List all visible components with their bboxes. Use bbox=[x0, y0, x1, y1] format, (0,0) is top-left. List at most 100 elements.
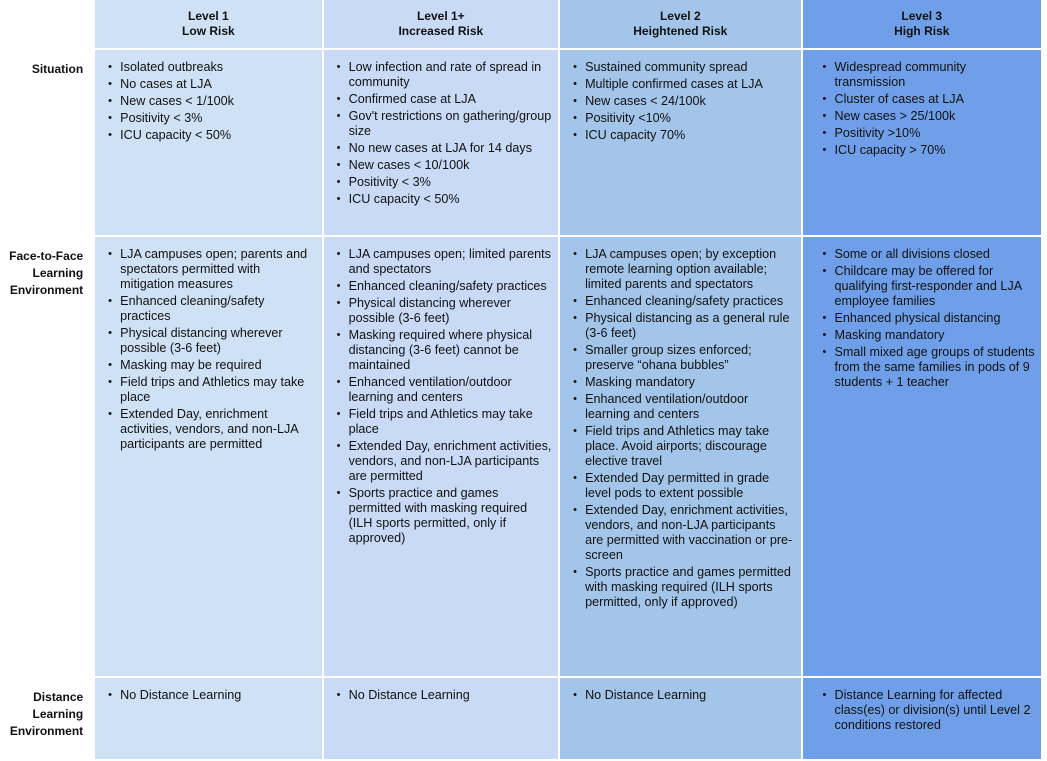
list-item: LJA campuses open; by exception remote l… bbox=[573, 247, 794, 292]
list-item: Positivity < 3% bbox=[337, 175, 552, 190]
level-name: Level 3 bbox=[901, 9, 943, 23]
table-cell: Sustained community spread Multiple confi… bbox=[560, 50, 801, 235]
table-row: Distance Learning Environment No Distance… bbox=[2, 678, 1041, 759]
list-item: ICU capacity 70% bbox=[573, 128, 794, 143]
list-item: Sports practice and games permitted with… bbox=[573, 565, 794, 610]
list-item: Enhanced ventilation/outdoor learning an… bbox=[337, 375, 552, 405]
list-item: Gov't restrictions on gathering/group si… bbox=[337, 109, 552, 139]
list-item: LJA campuses open; parents and spectator… bbox=[108, 247, 315, 292]
list-item: ICU capacity < 50% bbox=[337, 192, 552, 207]
list-item: Enhanced physical distancing bbox=[822, 311, 1035, 326]
bullet-list: Isolated outbreaks No cases at LJA New cas… bbox=[95, 50, 321, 143]
list-item: Physical distancing wherever possible (3… bbox=[108, 326, 315, 356]
level-name: Level 1+ bbox=[416, 9, 465, 23]
list-item: Field trips and Athletics may take place… bbox=[573, 424, 794, 469]
bullet-list: No Distance Learning bbox=[95, 678, 321, 703]
list-item: Smaller group sizes enforced; preserve “… bbox=[573, 343, 794, 373]
list-item: Extended Day permitted in grade level po… bbox=[573, 471, 794, 501]
list-item: Field trips and Athletics may take place bbox=[337, 407, 552, 437]
table-cell: No Distance Learning bbox=[323, 678, 559, 759]
list-item: LJA campuses open; limited parents and s… bbox=[337, 247, 552, 277]
level-risk: Increased Risk bbox=[398, 24, 484, 38]
list-item: Masking may be required bbox=[108, 358, 315, 373]
table-cell: No Distance Learning bbox=[95, 678, 322, 759]
list-item: ICU capacity > 70% bbox=[822, 143, 1035, 158]
list-item: Physical distancing wherever possible (3… bbox=[337, 296, 552, 326]
list-item: New cases < 1/100k bbox=[108, 94, 315, 109]
list-item: Enhanced ventilation/outdoor learning an… bbox=[573, 392, 794, 422]
level-risk: Low Risk bbox=[182, 24, 235, 38]
list-item: New cases < 24/100k bbox=[573, 94, 794, 109]
bullet-list: LJA campuses open; by exception remote l… bbox=[560, 237, 800, 610]
bullet-list: Low infection and rate of spread in comm… bbox=[324, 50, 558, 207]
list-item: No Distance Learning bbox=[573, 688, 794, 703]
table-cell: LJA campuses open; limited parents and s… bbox=[323, 237, 559, 676]
list-item: Isolated outbreaks bbox=[108, 60, 315, 75]
corner-cell bbox=[2, 0, 93, 48]
list-item: New cases > 25/100k bbox=[822, 109, 1035, 124]
list-item: Enhanced cleaning/safety practices bbox=[337, 279, 552, 294]
bullet-list: LJA campuses open; limited parents and s… bbox=[324, 237, 558, 546]
table-cell: Widespread community transmission Cluster… bbox=[802, 50, 1041, 235]
bullet-list: Distance Learning for affected class(es)… bbox=[803, 678, 1041, 733]
list-item: Confirmed case at LJA bbox=[337, 92, 552, 107]
row-label: Face-to-Face Learning Environment bbox=[2, 237, 94, 676]
list-item: Enhanced cleaning/safety practices bbox=[573, 294, 794, 309]
bullet-list: LJA campuses open; parents and spectator… bbox=[95, 237, 321, 452]
row-label: Situation bbox=[2, 50, 94, 235]
list-item: No Distance Learning bbox=[108, 688, 315, 703]
table-cell: LJA campuses open; parents and spectator… bbox=[95, 237, 322, 676]
list-item: Sustained community spread bbox=[573, 60, 794, 75]
list-item: Cluster of cases at LJA bbox=[822, 92, 1035, 107]
header-level-1-plus: Level 1+ Increased Risk bbox=[323, 0, 559, 48]
list-item: Widespread community transmission bbox=[822, 60, 1035, 90]
list-item: Positivity <10% bbox=[573, 111, 794, 126]
list-item: No Distance Learning bbox=[337, 688, 552, 703]
list-item: Extended Day, enrichment activities, ven… bbox=[573, 503, 794, 563]
list-item: Positivity < 3% bbox=[108, 111, 315, 126]
bullet-list: Widespread community transmission Cluster… bbox=[803, 50, 1041, 158]
list-item: Low infection and rate of spread in comm… bbox=[337, 60, 552, 90]
table-cell: Isolated outbreaks No cases at LJA New cas… bbox=[95, 50, 322, 235]
level-name: Level 2 bbox=[659, 9, 701, 23]
list-item: ICU capacity < 50% bbox=[108, 128, 315, 143]
bullet-list: Some or all divisions closed Childcare ma… bbox=[803, 237, 1041, 390]
list-item: Extended Day, enrichment activities, ven… bbox=[108, 407, 315, 452]
list-item: Multiple confirmed cases at LJA bbox=[573, 77, 794, 92]
table-cell: No Distance Learning bbox=[560, 678, 801, 759]
list-item: Masking mandatory bbox=[573, 375, 794, 390]
list-item: Distance Learning for affected class(es)… bbox=[822, 688, 1035, 733]
table-cell: Distance Learning for affected class(es)… bbox=[802, 678, 1041, 759]
level-name: Level 1 bbox=[188, 9, 229, 23]
header-row: Level 1 Low Risk Level 1+ Increased Risk L… bbox=[2, 0, 1041, 48]
list-item: New cases < 10/100k bbox=[337, 158, 552, 173]
list-item: No cases at LJA bbox=[108, 77, 315, 92]
table-cell: LJA campuses open; by exception remote l… bbox=[560, 237, 801, 676]
list-item: Physical distancing as a general rule (3… bbox=[573, 311, 794, 341]
table-row: Situation Isolated outbreaks No cases at L… bbox=[2, 50, 1041, 235]
header-level-2: Level 2 Heightened Risk bbox=[560, 0, 801, 48]
list-item: No new cases at LJA for 14 days bbox=[337, 141, 552, 156]
table-cell: Low infection and rate of spread in comm… bbox=[323, 50, 559, 235]
list-item: Masking required where physical distanci… bbox=[337, 328, 552, 373]
list-item: Enhanced cleaning/safety practices bbox=[108, 294, 315, 324]
list-item: Field trips and Athletics may take place bbox=[108, 375, 315, 405]
list-item: Some or all divisions closed bbox=[822, 247, 1035, 262]
list-item: Childcare may be offered for qualifying … bbox=[822, 264, 1035, 309]
header-level-1: Level 1 Low Risk bbox=[95, 0, 322, 48]
list-item: Extended Day, enrichment activities, ven… bbox=[337, 439, 552, 484]
bullet-list: Sustained community spread Multiple confi… bbox=[560, 50, 800, 143]
row-label: Distance Learning Environment bbox=[2, 678, 94, 759]
table-cell: Some or all divisions closed Childcare ma… bbox=[802, 237, 1041, 676]
bullet-list: No Distance Learning bbox=[324, 678, 558, 703]
header-level-3: Level 3 High Risk bbox=[802, 0, 1041, 48]
list-item: Sports practice and games permitted with… bbox=[337, 486, 552, 546]
level-risk: High Risk bbox=[894, 24, 950, 38]
level-risk: Heightened Risk bbox=[633, 24, 728, 38]
list-item: Masking mandatory bbox=[822, 328, 1035, 343]
table-row: Face-to-Face Learning Environment LJA cam… bbox=[2, 237, 1041, 676]
list-item: Small mixed age groups of students from … bbox=[822, 345, 1035, 390]
bullet-list: No Distance Learning bbox=[560, 678, 800, 703]
list-item: Positivity >10% bbox=[822, 126, 1035, 141]
